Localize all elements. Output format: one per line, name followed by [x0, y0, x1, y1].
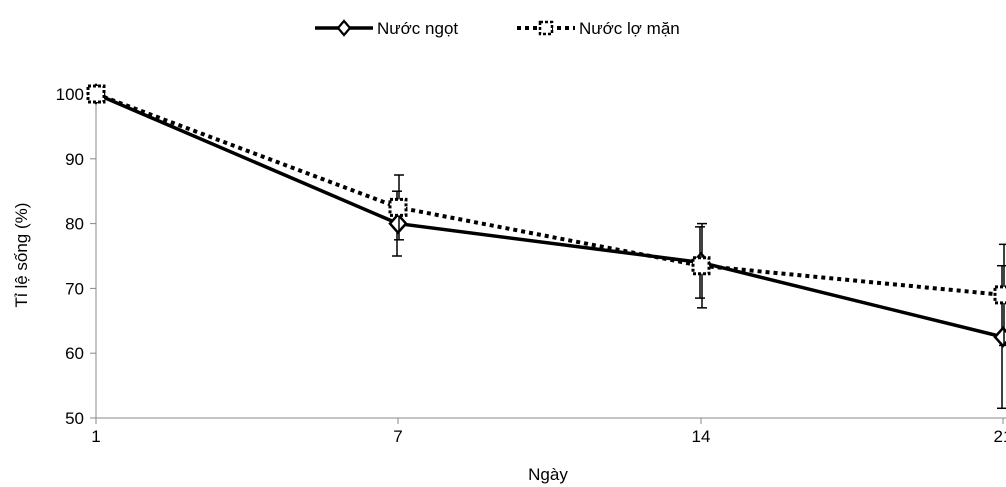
legend-marker — [538, 20, 554, 36]
data-point — [388, 197, 408, 217]
data-point — [993, 285, 1006, 305]
series-line — [95, 92, 1004, 297]
data-point — [86, 84, 106, 104]
x-tick-label: 14 — [692, 427, 711, 446]
series-2 — [86, 84, 1006, 347]
x-tick-label: 21 — [994, 427, 1006, 446]
y-tick-label: 60 — [65, 344, 84, 363]
series-1 — [86, 83, 1006, 410]
legend-label: Nước ngọt — [377, 19, 458, 38]
legend-label: Nước lợ mặn — [579, 19, 680, 38]
legend-marker — [336, 19, 352, 37]
y-tick-label: 90 — [65, 150, 84, 169]
data-point — [691, 256, 711, 276]
y-tick-label: 50 — [65, 409, 84, 428]
x-tick-label: 1 — [91, 427, 100, 446]
y-tick-label: 80 — [65, 215, 84, 234]
series-line — [95, 92, 1004, 339]
y-axis-label: Tỉ lệ sống (%) — [12, 203, 31, 308]
chart-legend: Nước ngọt Nước lợ mặn — [315, 19, 680, 38]
data-point — [388, 212, 408, 235]
y-tick-label: 100 — [56, 85, 84, 104]
y-tick-label: 70 — [65, 279, 84, 298]
chart-axes: 50 60 70 80 90 100 1 7 14 21 — [56, 85, 1006, 446]
x-tick-label: 7 — [393, 427, 402, 446]
x-axis-label: Ngày — [528, 465, 568, 484]
series-layer — [86, 83, 1006, 410]
